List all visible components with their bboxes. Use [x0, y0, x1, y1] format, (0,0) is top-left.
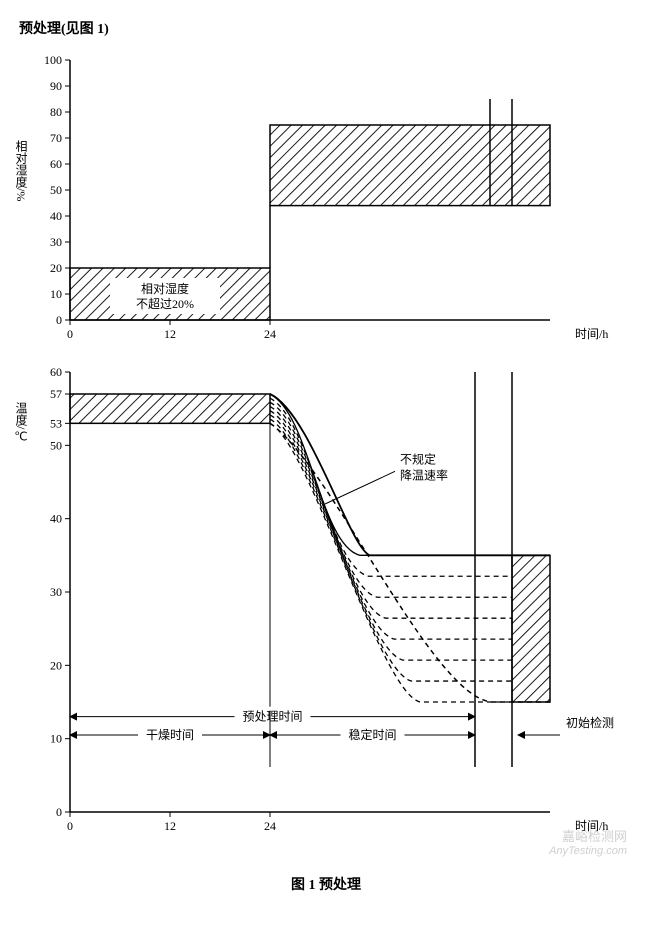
svg-text:60: 60: [50, 365, 62, 379]
svg-text:80: 80: [50, 105, 62, 119]
humidity-chart-wrap: 相对湿度/% 0 10 20 30 40 50 60 70 80 90 100 0 12 24 时间/h 相对…: [15, 50, 637, 350]
svg-text:30: 30: [50, 585, 62, 599]
svg-text:20: 20: [50, 658, 62, 672]
svg-text:0: 0: [67, 819, 73, 833]
svg-text:0: 0: [56, 313, 62, 327]
svg-text:50: 50: [50, 183, 62, 197]
svg-text:10: 10: [50, 732, 62, 746]
svg-text:10: 10: [50, 287, 62, 301]
page-heading: 预处理(见图 1): [19, 18, 637, 38]
svg-text:相对湿度: 相对湿度: [141, 281, 189, 296]
svg-text:0: 0: [56, 805, 62, 819]
svg-text:12: 12: [164, 819, 176, 833]
svg-text:53: 53: [50, 416, 62, 430]
svg-text:初始检测: 初始检测: [566, 715, 614, 730]
svg-text:70: 70: [50, 131, 62, 145]
temperature-chart-wrap: 温度/℃ 0 10 20 30 40 50 53 57 60 0 12 24 时间/h 不规定降温速率预处…: [15, 362, 637, 862]
svg-text:时间/h: 时间/h: [575, 819, 608, 833]
temperature-chart: 0 10 20 30 40 50 53 57 60 0 12 24 时间/h 不规定降温速率预处理时间干燥…: [15, 362, 635, 862]
svg-text:60: 60: [50, 157, 62, 171]
svg-text:57: 57: [50, 387, 62, 401]
svg-text:50: 50: [50, 438, 62, 452]
svg-text:不规定: 不规定: [400, 451, 436, 466]
figure-caption: 图 1 预处理: [15, 874, 637, 894]
svg-text:40: 40: [50, 512, 62, 526]
svg-text:24: 24: [264, 819, 276, 833]
temperature-y-axis-label: 温度/℃: [13, 402, 30, 443]
svg-text:30: 30: [50, 235, 62, 249]
svg-text:时间/h: 时间/h: [575, 327, 608, 341]
svg-text:100: 100: [44, 53, 62, 67]
svg-text:90: 90: [50, 79, 62, 93]
svg-text:干燥时间: 干燥时间: [146, 728, 194, 742]
svg-text:40: 40: [50, 209, 62, 223]
svg-text:预处理时间: 预处理时间: [242, 710, 302, 724]
svg-text:不超过20%: 不超过20%: [136, 296, 194, 311]
svg-text:12: 12: [164, 327, 176, 341]
humidity-chart: 0 10 20 30 40 50 60 70 80 90 100 0 12 24 时间/h 相对湿度不超过20…: [15, 50, 635, 350]
svg-text:20: 20: [50, 261, 62, 275]
svg-text:24: 24: [264, 327, 276, 341]
svg-text:0: 0: [67, 327, 73, 341]
svg-text:降温速率: 降温速率: [400, 467, 448, 482]
humidity-y-axis-label: 相对湿度/%: [13, 140, 30, 201]
svg-text:稳定时间: 稳定时间: [348, 727, 396, 742]
